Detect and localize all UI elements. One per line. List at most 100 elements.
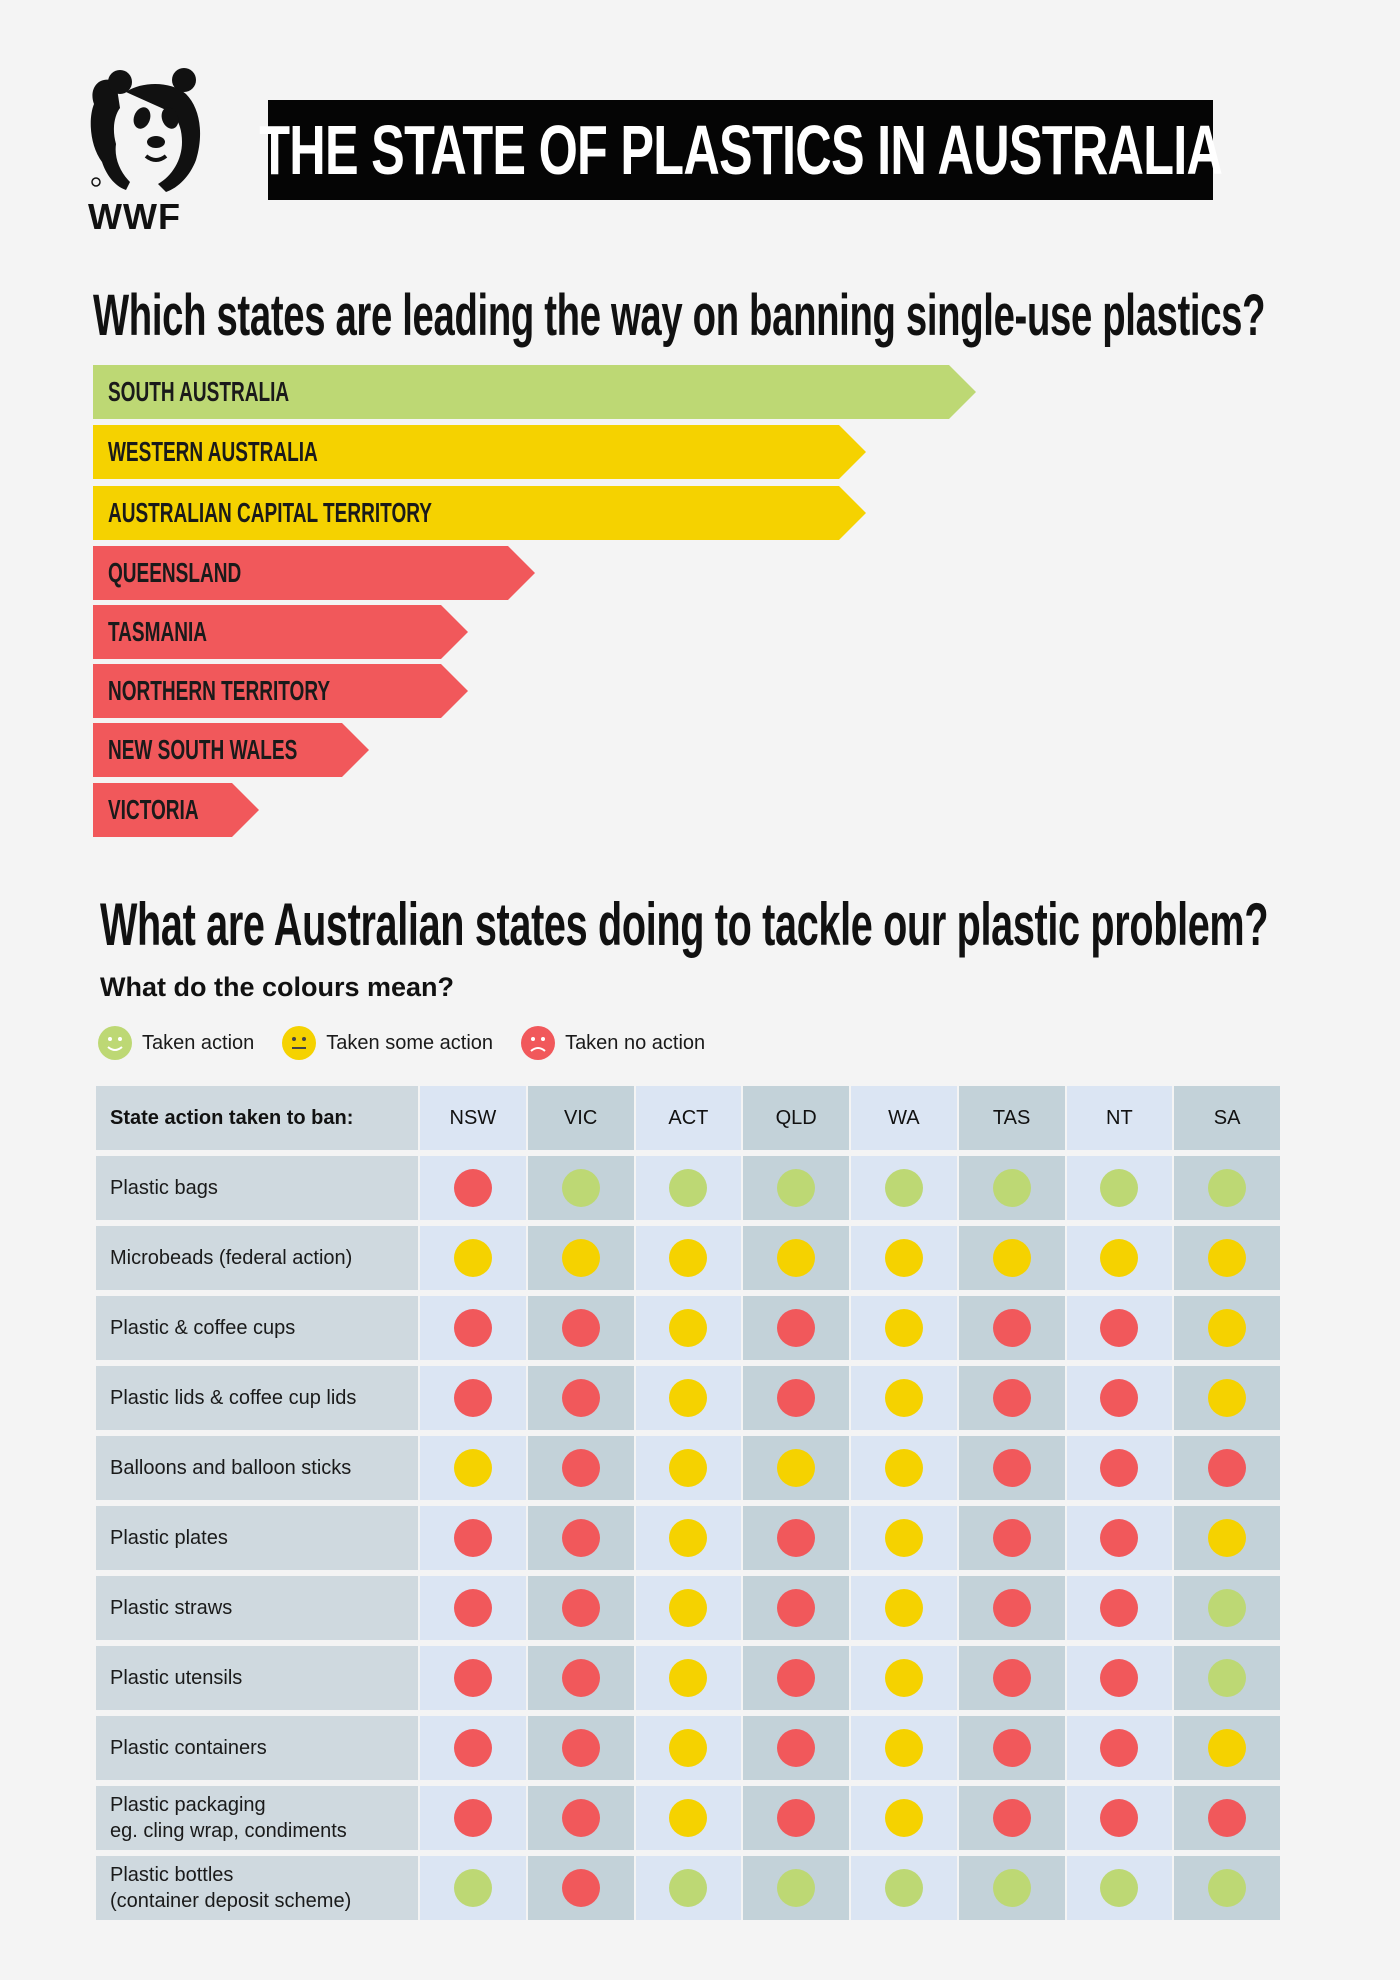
- table-row: Plastic bags: [96, 1156, 1280, 1220]
- status-cell: [527, 1436, 634, 1500]
- status-dot-green: [992, 1869, 1031, 1907]
- status-cell: [420, 1436, 526, 1500]
- status-cell: [851, 1716, 957, 1780]
- status-cell: [1066, 1156, 1173, 1220]
- status-dot-green: [1208, 1589, 1247, 1627]
- status-dot-yellow: [777, 1449, 816, 1487]
- status-dot-yellow: [884, 1519, 923, 1557]
- status-dot-green: [884, 1169, 923, 1207]
- status-dot-red: [1100, 1659, 1139, 1697]
- status-cell: [420, 1786, 526, 1850]
- status-cell: [1066, 1576, 1173, 1640]
- row-label-text: Plastic bottles: [110, 1864, 234, 1886]
- row-label: Plastic containers: [96, 1716, 418, 1780]
- status-dot-yellow: [1100, 1239, 1139, 1277]
- status-cell: [635, 1296, 742, 1360]
- status-cell: [1174, 1226, 1280, 1290]
- column-header-wa: WA: [851, 1086, 957, 1150]
- ranking-arrow: NORTHERN TERRITORY: [93, 664, 468, 718]
- status-dot-yellow: [669, 1309, 708, 1347]
- status-dot-yellow: [453, 1449, 492, 1487]
- status-cell: [635, 1366, 742, 1430]
- ranking-arrow-label: QUEENSLAND: [107, 557, 242, 588]
- status-cell: [958, 1506, 1065, 1570]
- row-label-text: Plastic packaging: [110, 1794, 266, 1816]
- status-cell: [527, 1366, 634, 1430]
- row-label: Plastic bottles (container deposit scheme…: [96, 1856, 418, 1920]
- status-cell: [743, 1366, 849, 1430]
- status-dot-yellow: [1208, 1729, 1247, 1767]
- status-cell: [420, 1156, 526, 1220]
- legend-label: Taken action: [142, 1031, 255, 1054]
- status-dot-yellow: [669, 1449, 708, 1487]
- status-cell: [958, 1436, 1065, 1500]
- row-label-text: Plastic & coffee cups: [110, 1317, 296, 1339]
- status-dot-yellow: [669, 1799, 708, 1837]
- column-header-sa: SA: [1174, 1086, 1280, 1150]
- status-dot-yellow: [884, 1239, 923, 1277]
- status-dot-yellow: [561, 1239, 600, 1277]
- row-label-text: Plastic bags: [110, 1177, 218, 1199]
- status-dot-red: [453, 1519, 492, 1557]
- legend: Taken action Taken some action Taken no ac…: [98, 1026, 733, 1060]
- column-header-vic: VIC: [527, 1086, 634, 1150]
- ranking-arrow-label: VICTORIA: [107, 794, 199, 825]
- status-dot-red: [561, 1449, 600, 1487]
- status-dot-red: [453, 1799, 492, 1837]
- status-cell: [1174, 1716, 1280, 1780]
- status-dot-red: [561, 1729, 600, 1767]
- table-row: Balloons and balloon sticks: [96, 1436, 1280, 1500]
- smile-face-icon: [98, 1026, 132, 1060]
- status-dot-yellow: [884, 1589, 923, 1627]
- neutral-face-icon: [282, 1026, 317, 1060]
- status-cell: [851, 1506, 957, 1570]
- status-cell: [1174, 1436, 1280, 1500]
- status-dot-red: [1100, 1519, 1139, 1557]
- status-dot-red: [1208, 1799, 1247, 1837]
- status-cell: [958, 1156, 1065, 1220]
- status-cell: [851, 1786, 957, 1850]
- status-cell: [635, 1856, 742, 1920]
- status-dot-green: [1208, 1869, 1247, 1907]
- status-cell: [420, 1856, 526, 1920]
- row-label-subtext: eg. cling wrap, condiments: [110, 1820, 347, 1842]
- column-header-tas: TAS: [958, 1086, 1065, 1150]
- status-cell: [527, 1296, 634, 1360]
- status-dot-yellow: [1208, 1519, 1247, 1557]
- legend-item: Taken no action: [521, 1026, 705, 1060]
- status-dot-red: [992, 1799, 1031, 1837]
- status-cell: [420, 1716, 526, 1780]
- status-dot-red: [561, 1659, 600, 1697]
- status-dot-yellow: [669, 1729, 708, 1767]
- status-cell: [1066, 1436, 1173, 1500]
- row-label: Plastic utensils: [96, 1646, 418, 1710]
- table-row: Plastic lids & coffee cup lids: [96, 1366, 1280, 1430]
- status-dot-yellow: [884, 1799, 923, 1837]
- ranking-arrow: QUEENSLAND: [93, 546, 535, 600]
- row-label-text: Balloons and balloon sticks: [110, 1457, 352, 1479]
- row-label: Balloons and balloon sticks: [96, 1436, 418, 1500]
- status-cell: [743, 1506, 849, 1570]
- column-header-nt: NT: [1066, 1086, 1173, 1150]
- ranking-arrow: NEW SOUTH WALES: [93, 723, 369, 777]
- status-dot-yellow: [884, 1379, 923, 1417]
- status-cell: [958, 1856, 1065, 1920]
- sad-face-icon: [521, 1026, 556, 1060]
- status-cell: [958, 1366, 1065, 1430]
- status-dot-green: [669, 1169, 708, 1207]
- row-label: Plastic lids & coffee cup lids: [96, 1366, 418, 1430]
- row-label-text: Plastic straws: [110, 1597, 233, 1619]
- legend-item: Taken some action: [282, 1026, 493, 1060]
- row-label-text: Plastic containers: [110, 1737, 267, 1759]
- status-dot-red: [561, 1379, 600, 1417]
- status-dot-red: [777, 1799, 816, 1837]
- action-table: State action taken to ban: NSW VIC ACT QLD W…: [94, 1080, 1282, 1926]
- status-dot-red: [777, 1589, 816, 1627]
- status-cell: [635, 1226, 742, 1290]
- legend-item: Taken action: [98, 1026, 254, 1060]
- ranking-arrow-label: NEW SOUTH WALES: [107, 734, 298, 765]
- status-cell: [958, 1576, 1065, 1640]
- status-dot-green: [777, 1169, 816, 1207]
- row-label: Plastic packaging eg. cling wrap, condime…: [96, 1786, 418, 1850]
- status-dot-green: [453, 1869, 492, 1907]
